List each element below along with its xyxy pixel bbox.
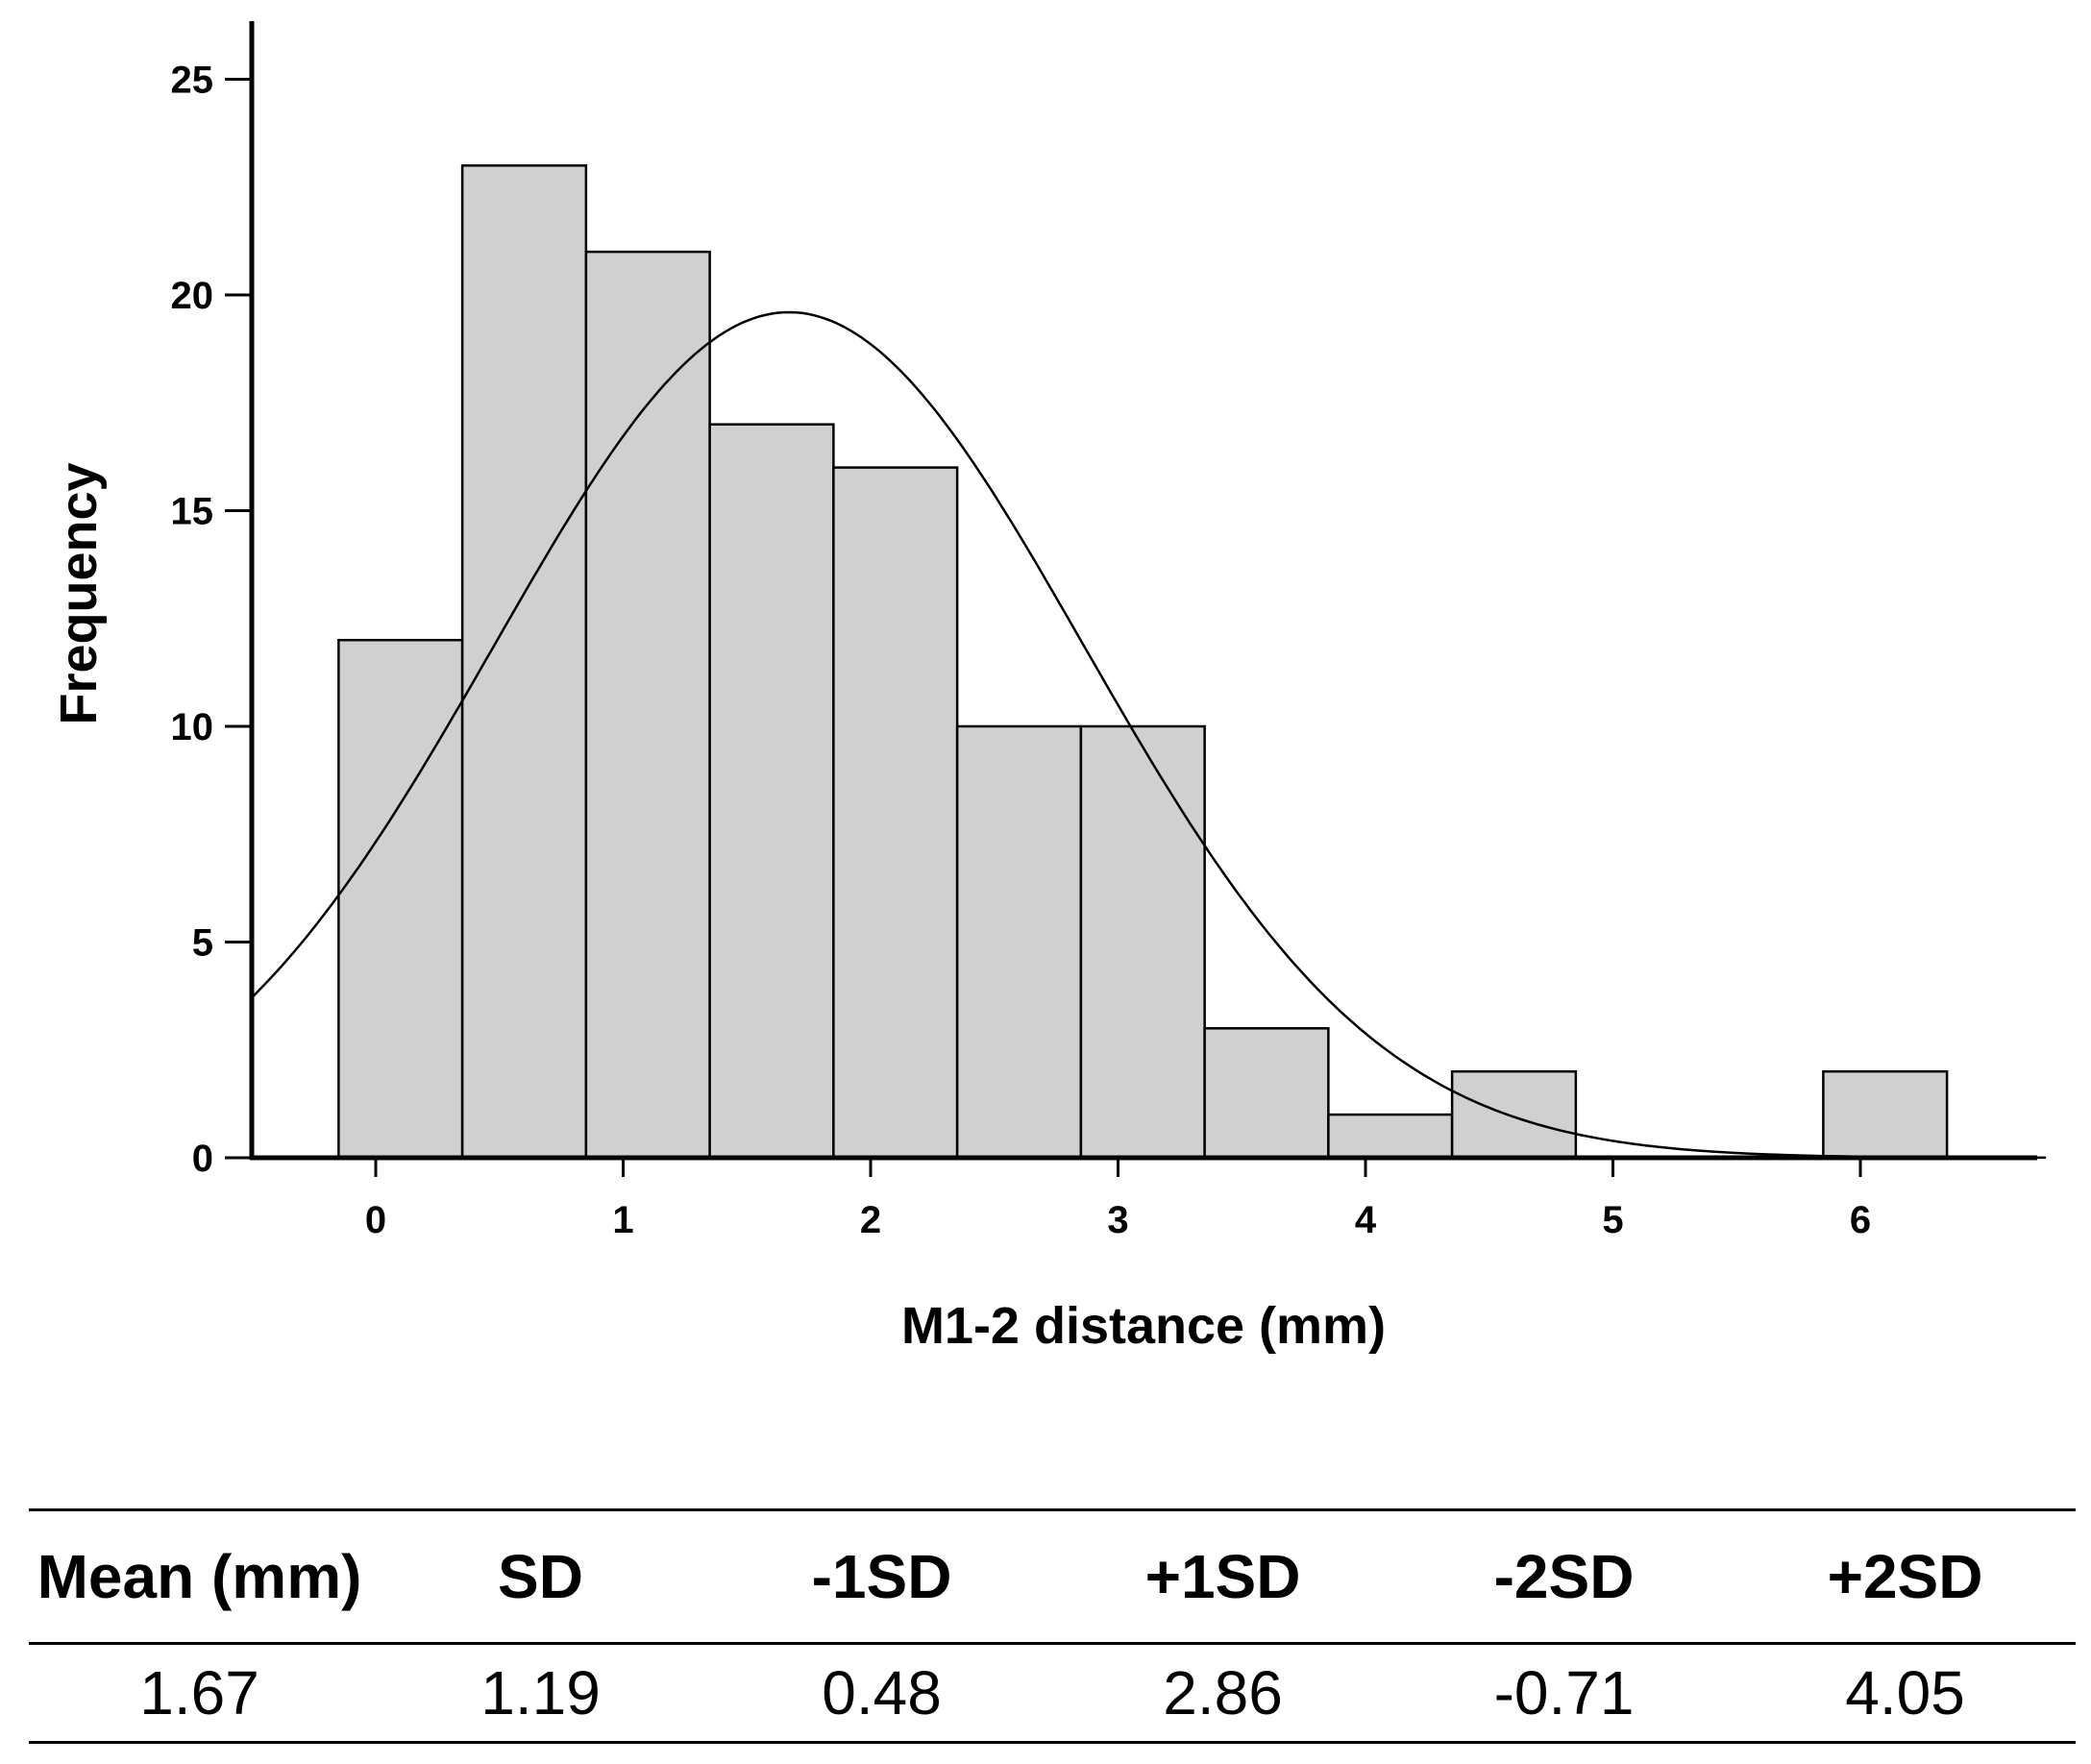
y-tick-label-5: 5 xyxy=(192,922,213,965)
histogram-chart: 0 5 10 15 20 25 0 1 2 3 4 5 6 M1-2 distance (mm) Fr… xyxy=(50,21,2047,1355)
y-axis-ticks: 0 5 10 15 20 25 xyxy=(171,60,252,1180)
normal-distribution-curve xyxy=(251,310,2047,1160)
value-minus-2sd: -0.71 xyxy=(1393,1643,1734,1744)
y-tick-label-25: 25 xyxy=(171,60,214,102)
y-tick-label-10: 10 xyxy=(171,706,214,748)
statistics-value-row: 1.67 1.19 0.48 2.86 -0.71 4.05 xyxy=(29,1643,2076,1744)
header-sd: SD xyxy=(370,1508,711,1645)
value-sd: 1.19 xyxy=(370,1643,711,1744)
header-mean: Mean (mm) xyxy=(29,1508,370,1645)
x-axis-ticks: 0 1 2 3 4 5 6 xyxy=(365,1158,1871,1241)
histogram-bar-6 xyxy=(1079,724,1206,1160)
histogram-bars xyxy=(337,164,1949,1160)
x-tick-label-6: 6 xyxy=(1850,1199,1871,1241)
y-tick-label-15: 15 xyxy=(171,491,214,533)
histogram-bar-5 xyxy=(955,724,1083,1160)
histogram-bar-2 xyxy=(584,250,711,1160)
header-plus-2sd: +2SD xyxy=(1734,1508,2076,1645)
x-tick-label-5: 5 xyxy=(1602,1199,1623,1241)
value-plus-2sd: 4.05 xyxy=(1734,1643,2076,1744)
histogram-bar-10 xyxy=(1822,1069,1949,1160)
x-tick-label-1: 1 xyxy=(612,1199,633,1241)
statistics-table: Mean (mm) SD -1SD +1SD -2SD +2SD 1.67 1.… xyxy=(29,1508,2076,1744)
y-tick-label-20: 20 xyxy=(171,275,214,317)
x-tick-label-0: 0 xyxy=(365,1199,386,1241)
histogram-bar-8 xyxy=(1327,1113,1454,1160)
y-tick-label-0: 0 xyxy=(192,1138,213,1180)
statistics-header-row: Mean (mm) SD -1SD +1SD -2SD +2SD xyxy=(29,1508,2076,1645)
value-plus-1sd: 2.86 xyxy=(1052,1643,1393,1744)
x-tick-label-2: 2 xyxy=(860,1199,881,1241)
x-axis-title: M1-2 distance (mm) xyxy=(901,1297,1386,1355)
y-axis-title: Frequency xyxy=(50,462,108,724)
histogram-bar-1 xyxy=(460,164,588,1160)
value-mean: 1.67 xyxy=(29,1643,370,1744)
histogram-bar-7 xyxy=(1203,1027,1330,1160)
histogram-bar-9 xyxy=(1450,1069,1578,1160)
histogram-bar-3 xyxy=(708,423,835,1160)
histogram-bar-0 xyxy=(337,638,464,1160)
header-minus-2sd: -2SD xyxy=(1393,1508,1734,1645)
x-tick-label-3: 3 xyxy=(1107,1199,1128,1241)
header-plus-1sd: +1SD xyxy=(1052,1508,1393,1645)
histogram-bar-4 xyxy=(832,466,959,1160)
header-minus-1sd: -1SD xyxy=(711,1508,1052,1645)
x-tick-label-4: 4 xyxy=(1355,1199,1377,1241)
value-minus-1sd: 0.48 xyxy=(711,1643,1052,1744)
